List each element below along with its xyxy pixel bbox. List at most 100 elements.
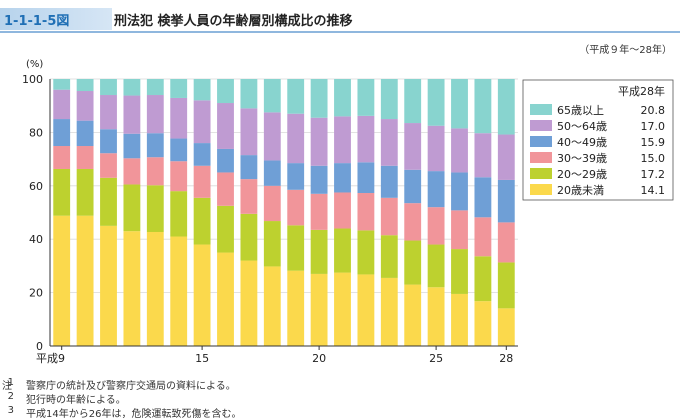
y-tick-label: 20 <box>29 287 43 300</box>
bar-segment <box>123 133 141 159</box>
bar-segment <box>427 287 445 346</box>
bar-segment <box>53 119 71 147</box>
legend-series-value: 15.0 <box>641 152 666 165</box>
note-number: 3 <box>7 405 14 416</box>
bar-segment <box>334 79 351 117</box>
bar-segment <box>170 161 188 192</box>
bar-segment <box>53 215 71 346</box>
legend-series-name: 20～29歳 <box>557 168 607 181</box>
bar-segment <box>287 270 305 346</box>
legend-swatch <box>530 120 552 131</box>
bar-segment <box>474 256 492 302</box>
note-text: 警察庁の統計及び警察庁交通局の資料による。 <box>26 381 236 392</box>
note-number: 2 <box>7 391 14 402</box>
bar-segment <box>497 179 515 223</box>
bar-segment <box>193 165 211 198</box>
bar-segment <box>474 79 492 134</box>
bar-segment <box>217 172 234 206</box>
bar-segment <box>240 179 258 214</box>
bar-segment <box>404 79 422 124</box>
bar-segment <box>240 108 258 156</box>
bar-segment <box>334 272 351 346</box>
bar-segment <box>334 192 351 229</box>
bar-segment <box>357 79 375 116</box>
bar-segment <box>240 155 258 180</box>
legend-series-value: 15.9 <box>641 136 666 149</box>
bar-segment <box>263 79 281 113</box>
bar-segment <box>146 231 164 346</box>
bar-segment <box>357 115 375 163</box>
legend-series-name: 50～64歳 <box>557 120 607 133</box>
note-number: 1 <box>7 377 14 388</box>
bar-segment <box>146 95 164 134</box>
bar-segment <box>146 157 164 186</box>
bar-segment <box>404 203 422 241</box>
bar-segment <box>451 210 468 250</box>
bar-segment <box>427 244 445 288</box>
bar-segment <box>263 185 281 222</box>
bar-segment <box>334 116 351 164</box>
bar-segment <box>170 138 188 162</box>
bar-segment <box>170 79 188 98</box>
bar-segment <box>310 117 328 166</box>
bar-segment <box>474 217 492 257</box>
x-tick-label: 28 <box>499 352 513 365</box>
bar-segment <box>357 274 375 346</box>
bar-segment <box>427 125 445 172</box>
bar-segment <box>404 284 422 346</box>
bar-segment <box>380 79 398 120</box>
bar-segment <box>76 120 94 147</box>
bar-segment <box>100 225 117 346</box>
bar-segment <box>170 236 188 346</box>
bar-segment <box>53 79 71 90</box>
bar-segment <box>217 252 234 346</box>
bar-segment <box>193 143 211 166</box>
notes-label: 注 <box>2 381 12 392</box>
bar-segment <box>451 128 468 173</box>
figure-number-background <box>0 8 112 30</box>
legend-series-name: 40～49歳 <box>557 136 607 149</box>
bar-segment <box>76 79 94 92</box>
bar-segment <box>474 177 492 218</box>
figure-title: 刑法犯 検挙人員の年齢層別構成比の推移 <box>114 14 353 29</box>
bar-segment <box>240 79 258 109</box>
bar-segment <box>287 189 305 226</box>
bar-segment <box>146 79 164 96</box>
bar-segment <box>76 168 94 216</box>
bar-segment <box>100 153 117 178</box>
bar-segment <box>146 133 164 158</box>
bar-segment <box>100 79 117 96</box>
legend-swatch <box>530 184 552 195</box>
bar-segment <box>217 79 234 104</box>
y-tick-label: 100 <box>22 73 43 86</box>
legend-series-name: 65歳以上 <box>557 104 604 117</box>
bar-segment <box>240 213 258 261</box>
bar-segment <box>193 244 211 346</box>
bar-segment <box>76 215 94 346</box>
figure-header: 1-1-1-5図 刑法犯 検挙人員の年齢層別構成比の推移 <box>0 0 680 34</box>
bar-segment <box>334 228 351 273</box>
bar-segment <box>451 249 468 294</box>
y-axis-label: (%) <box>26 59 43 70</box>
bar-segment <box>474 301 492 346</box>
legend-series-value: 17.0 <box>641 120 666 133</box>
bar-segment <box>170 191 188 237</box>
legend-series-name: 30～39歳 <box>557 152 607 165</box>
bar-segment <box>451 172 468 211</box>
header-divider <box>0 31 680 33</box>
bar-segment <box>193 79 211 101</box>
bar-segment <box>310 193 328 230</box>
bar-segment <box>427 171 445 208</box>
bar-segment <box>497 308 515 346</box>
bar-segment <box>193 197 211 245</box>
x-tick-label: 25 <box>429 352 443 365</box>
bar-segment <box>380 197 398 236</box>
bar-segment <box>263 221 281 267</box>
bar-segment <box>100 95 117 130</box>
note-text: 平成14年から26年は，危険運転致死傷を含む。 <box>26 409 242 420</box>
legend-series-value: 14.1 <box>641 184 666 197</box>
y-tick-label: 60 <box>29 180 43 193</box>
bar-segment <box>53 146 71 169</box>
bar-segment <box>310 165 328 194</box>
legend-title: 平成28年 <box>618 84 665 98</box>
